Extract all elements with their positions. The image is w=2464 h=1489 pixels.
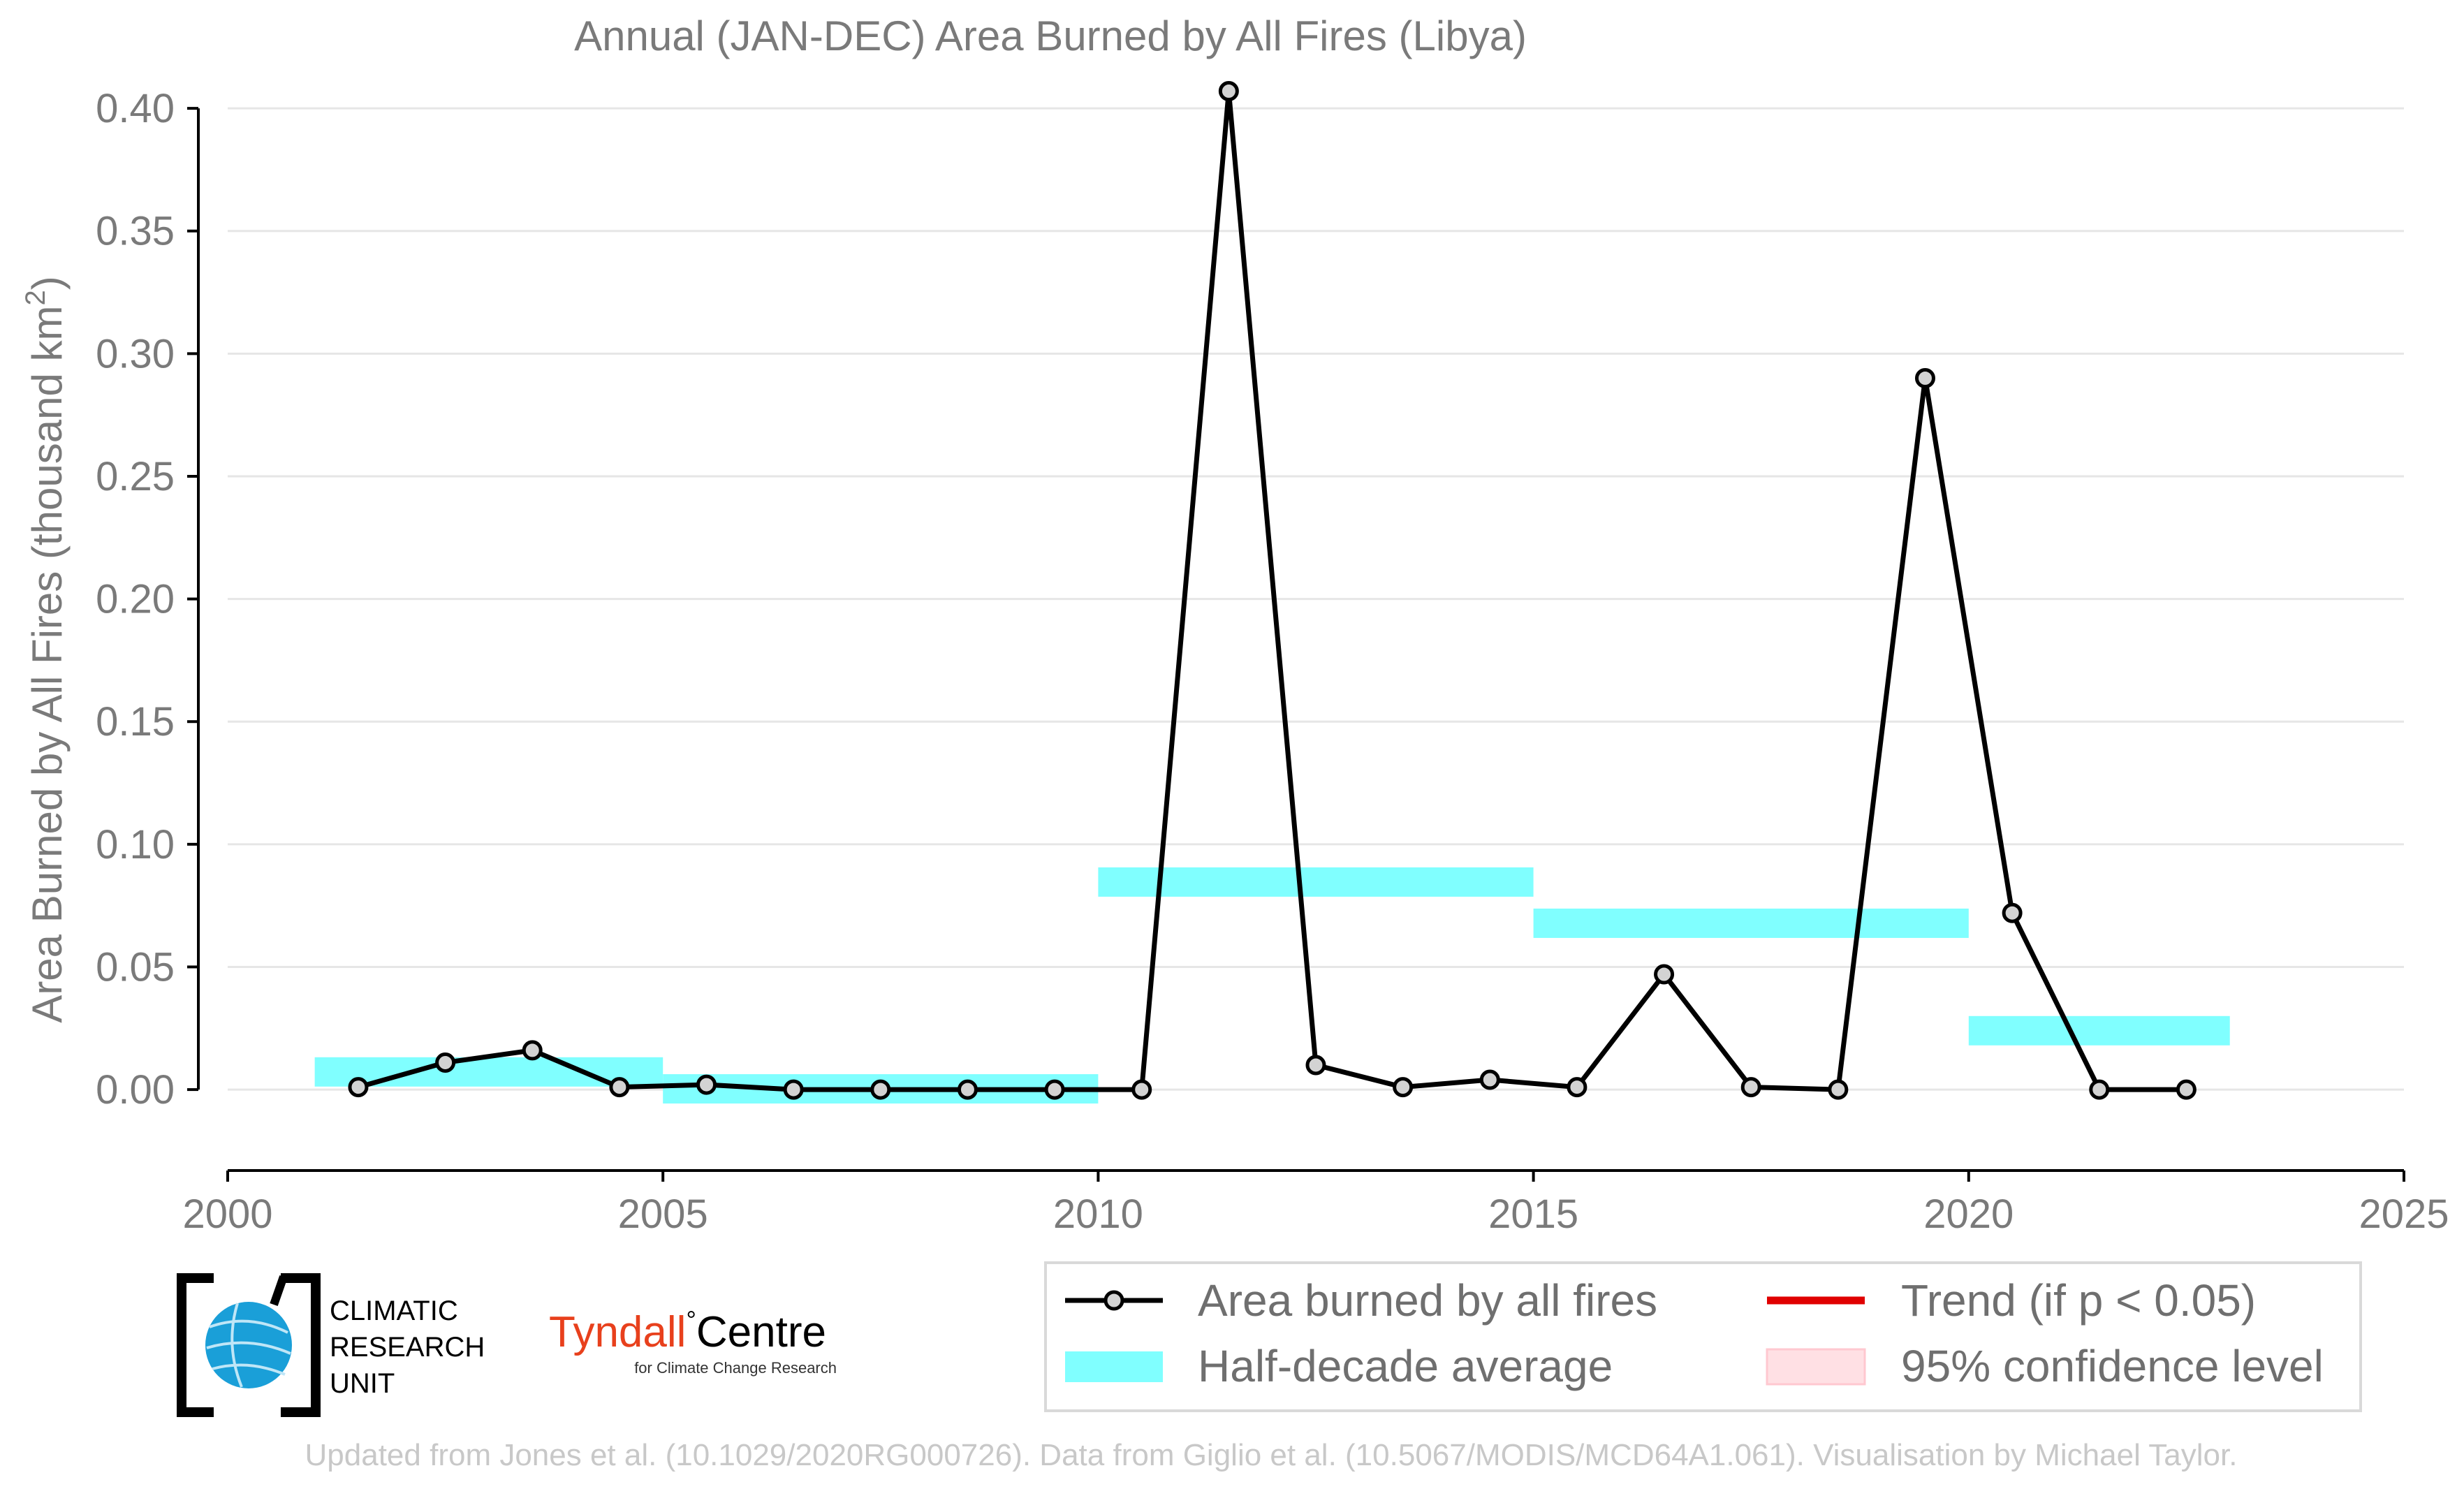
y-tick-label: 0.30 — [96, 331, 175, 376]
legend-label-area-burned: Area burned by all fires — [1198, 1275, 1657, 1326]
data-point — [957, 1079, 978, 1100]
series-area-burned — [348, 81, 2197, 1100]
cru-text-line1: CLIMATIC — [330, 1296, 458, 1326]
legend-marker-swatch — [1103, 1290, 1124, 1311]
data-point — [348, 1077, 369, 1098]
x-tick-label: 2020 — [1923, 1191, 2014, 1237]
data-point — [1218, 81, 1239, 102]
data-point — [783, 1079, 804, 1100]
data-point — [2176, 1079, 2197, 1100]
x-tick-label: 2000 — [182, 1191, 272, 1237]
y-axis-label-close: ) — [24, 276, 71, 290]
data-point — [1654, 964, 1675, 985]
series-line — [358, 89, 2187, 1092]
cru-logo: CLIMATIC RESEARCH UNIT — [177, 1273, 485, 1417]
x-tick-label: 2005 — [618, 1191, 708, 1237]
half-decade-bar — [1098, 867, 1534, 897]
legend-label-trend: Trend (if p < 0.05) — [1901, 1275, 2256, 1326]
data-point — [1305, 1055, 1326, 1076]
data-point — [1044, 1079, 1065, 1100]
half-decade-bar — [1533, 908, 1969, 938]
tyndall-centre: Centre — [696, 1308, 826, 1356]
cru-text-line2: RESEARCH — [330, 1332, 485, 1363]
y-tick-label: 0.40 — [96, 86, 175, 131]
cru-bracket-left — [177, 1273, 214, 1417]
data-point — [1131, 1079, 1152, 1100]
cru-text-line3: UNIT — [330, 1368, 395, 1399]
y-tick-label: 0.05 — [96, 944, 175, 990]
data-point — [522, 1040, 543, 1061]
data-point — [1567, 1077, 1587, 1098]
data-point — [1393, 1077, 1414, 1098]
data-point — [1479, 1069, 1500, 1090]
data-point — [696, 1074, 717, 1095]
tyndall-subtitle: for Climate Change Research — [634, 1359, 837, 1377]
chart-title: Annual (JAN-DEC) Area Burned by All Fire… — [574, 13, 1527, 59]
tyndall-degree: ° — [686, 1305, 696, 1334]
grid-lines — [228, 107, 2404, 1091]
y-tick-label: 0.25 — [96, 454, 175, 499]
legend-confidence-swatch — [1766, 1348, 1866, 1386]
y-tick-label: 0.35 — [96, 209, 175, 254]
footer-credit: Updated from Jones et al. (10.1029/2020R… — [305, 1438, 2238, 1472]
y-tick-label: 0.00 — [96, 1067, 175, 1113]
y-axis-label-text: Area Burned by All Fires (thousand km — [24, 306, 71, 1023]
half-decade-bar — [1968, 1015, 2230, 1046]
tyndall-logo: Tyndall°Centre for Climate Change Resear… — [549, 1305, 837, 1377]
data-point — [870, 1079, 891, 1100]
data-point — [2002, 902, 2023, 923]
legend-label-confidence: 95% confidence level — [1901, 1341, 2324, 1391]
legend-frame — [1044, 1261, 2362, 1412]
data-point — [1914, 367, 1935, 388]
x-axis: 2000 2005 2010 2015 2020 2025 — [182, 1169, 2449, 1237]
data-point — [2089, 1079, 2110, 1100]
legend-half-decade-swatch — [1065, 1351, 1163, 1382]
x-tick-label: 2015 — [1488, 1191, 1578, 1237]
y-axis-label-superscript: 2 — [20, 290, 51, 305]
cru-bracket-notch — [270, 1275, 288, 1306]
tyndall-wordmark: Tyndall°Centre — [549, 1305, 826, 1356]
half-decade-bars — [314, 867, 2230, 1104]
x-tick-label: 2010 — [1053, 1191, 1143, 1237]
data-point — [1740, 1077, 1761, 1098]
y-tick-label: 0.10 — [96, 822, 175, 867]
y-axis-label: Area Burned by All Fires (thousand km2) — [20, 276, 71, 1022]
data-point — [609, 1077, 630, 1098]
y-tick-label: 0.20 — [96, 577, 175, 622]
globe-lines — [206, 1303, 291, 1388]
legend-label-half-decade: Half-decade average — [1198, 1341, 1613, 1391]
y-tick-label: 0.15 — [96, 699, 175, 744]
data-point — [1828, 1079, 1849, 1100]
data-point — [435, 1052, 456, 1073]
legend: Area burned by all fires Half-decade ave… — [1044, 1261, 2362, 1412]
y-axis: 0.00 0.05 0.10 0.15 0.20 0.25 0.30 0.35 0.40 — [96, 86, 200, 1113]
cru-bracket-right — [281, 1273, 321, 1417]
x-tick-label: 2025 — [2359, 1191, 2449, 1237]
tyndall-name: Tyndall — [549, 1308, 686, 1356]
